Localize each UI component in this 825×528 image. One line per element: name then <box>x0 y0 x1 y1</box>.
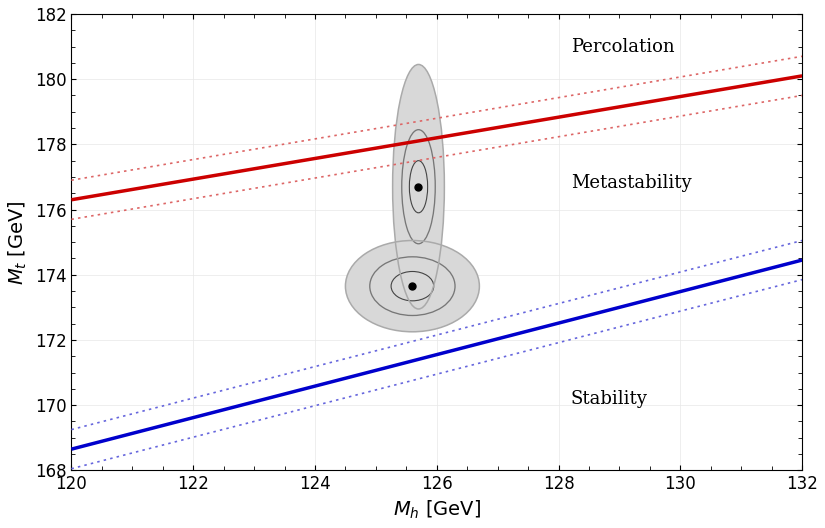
Ellipse shape <box>402 130 436 244</box>
Text: Percolation: Percolation <box>571 37 674 55</box>
Ellipse shape <box>391 271 434 301</box>
Text: Metastability: Metastability <box>571 174 691 193</box>
Ellipse shape <box>393 64 445 309</box>
Ellipse shape <box>370 257 455 316</box>
Ellipse shape <box>346 241 479 332</box>
X-axis label: $M_h$ [GeV]: $M_h$ [GeV] <box>393 499 481 521</box>
Text: Stability: Stability <box>571 390 648 408</box>
Y-axis label: $M_t$ [GeV]: $M_t$ [GeV] <box>7 200 29 285</box>
Ellipse shape <box>409 161 427 213</box>
